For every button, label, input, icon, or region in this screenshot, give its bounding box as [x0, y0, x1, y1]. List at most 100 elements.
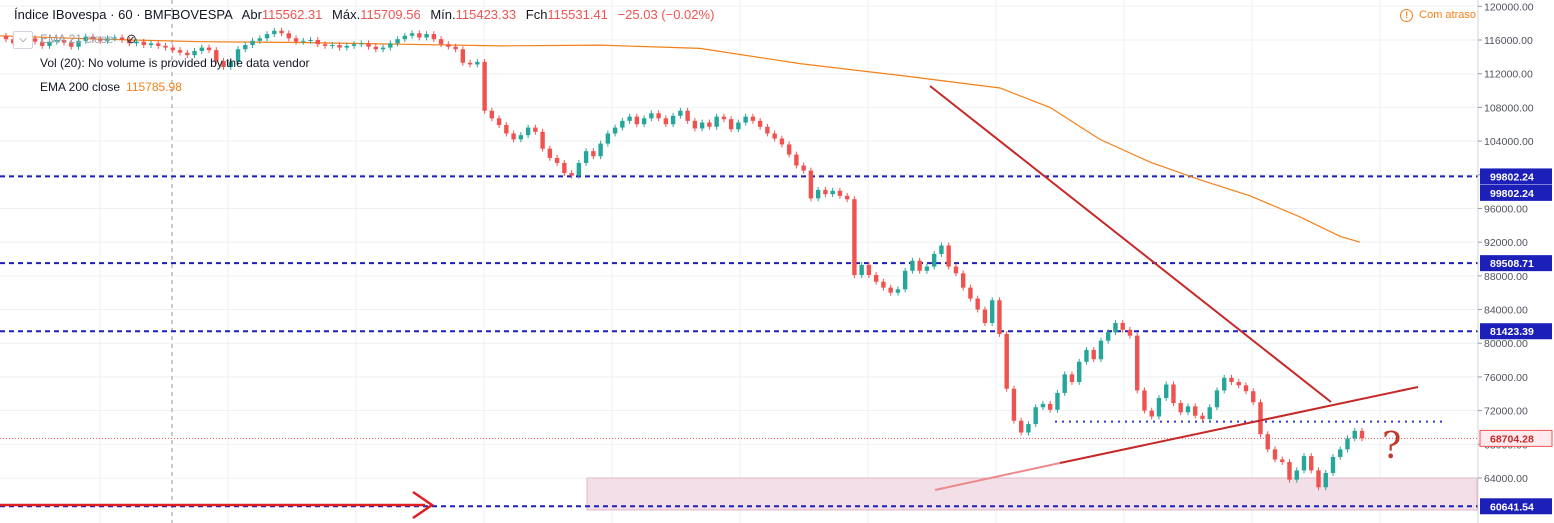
price-label: 81423.39	[1490, 326, 1534, 338]
ema200-line	[0, 35, 1361, 243]
candle-body	[649, 113, 654, 119]
candle-body	[975, 298, 980, 310]
tick-label: 104000.00	[1484, 136, 1534, 148]
candle-body	[583, 151, 589, 163]
ema21-legend[interactable]: EMA 21 close	[40, 32, 114, 46]
candle-body	[1091, 349, 1096, 360]
candle-body	[1330, 456, 1336, 473]
candle-body	[511, 133, 516, 140]
candle-body	[1004, 333, 1009, 389]
candle-body	[322, 44, 328, 46]
candle-body	[1185, 406, 1191, 413]
candle-body	[866, 264, 872, 276]
candle-body	[634, 116, 640, 125]
ema200-value: 115785.98	[126, 80, 182, 94]
candle-body	[330, 45, 335, 47]
ema200-legend[interactable]: EMA 200 close 115785.98	[40, 80, 182, 94]
candle-body	[1178, 403, 1183, 413]
price-label: 60641.54	[1490, 501, 1534, 513]
candle-body	[228, 61, 233, 67]
candle-body	[76, 40, 81, 47]
candle-body	[1229, 377, 1234, 382]
volume-legend[interactable]: Vol (20): No volume is provided by the d…	[40, 56, 310, 70]
candle-body	[844, 195, 850, 200]
candle-body	[656, 113, 661, 119]
candle-body	[279, 30, 284, 34]
candle-body	[1352, 430, 1357, 439]
candle-body	[685, 110, 690, 121]
candle-body	[953, 266, 959, 274]
candle-body	[1309, 456, 1314, 471]
candle-body	[562, 162, 567, 174]
price-label-box	[1480, 255, 1552, 272]
candle-body	[808, 170, 814, 199]
high-label: Máx.	[332, 7, 361, 22]
symbol-name[interactable]: Índice IBovespa	[14, 7, 107, 22]
candle-body	[1222, 377, 1227, 391]
close-value: 115531.41	[547, 7, 608, 22]
candle-body	[1193, 406, 1198, 416]
candle-body	[1098, 340, 1104, 360]
candle-body	[794, 154, 799, 166]
candle-body	[148, 43, 154, 46]
candle-body	[221, 61, 226, 67]
candle-body	[337, 45, 342, 48]
candle-body	[90, 36, 96, 40]
candle-body	[286, 33, 292, 39]
candle-body	[823, 189, 828, 195]
close-label: Fch	[525, 7, 548, 22]
candle-body	[112, 37, 117, 39]
collapse-indicators-button[interactable]: ⌵	[13, 31, 33, 49]
ema200-label: EMA 200 close	[40, 80, 121, 94]
candle-body	[1018, 420, 1024, 433]
delay-status[interactable]: ! Com atraso	[1400, 9, 1476, 22]
candle-body	[982, 309, 988, 324]
candle-body	[40, 41, 45, 46]
tick-label: 108000.00	[1484, 102, 1534, 114]
candle-body	[1214, 390, 1220, 408]
candle-body	[1171, 384, 1176, 404]
candle-body	[540, 131, 545, 149]
candle-body	[170, 47, 175, 51]
downtrend-line	[929, 85, 1332, 403]
candle-body	[504, 125, 509, 134]
candle-body	[1236, 381, 1241, 386]
candle-body	[786, 144, 792, 155]
candle-body	[924, 266, 930, 271]
uptrend-line	[1059, 386, 1419, 464]
candle-body	[467, 62, 473, 65]
candle-body	[1106, 332, 1111, 341]
tick-label: 116000.00	[1484, 35, 1533, 47]
candle-body	[272, 30, 277, 35]
hidden-eye-icon[interactable]: ⊘	[126, 31, 137, 46]
interval[interactable]: 60	[118, 7, 133, 22]
tick-label: 92000.00	[1484, 237, 1528, 249]
support-zone	[586, 477, 1478, 511]
candle-body	[910, 260, 915, 271]
chart-header: Índice IBovespa · 60 · BMFBOVESPA Abr115…	[14, 7, 715, 22]
candle-body	[351, 44, 357, 46]
candle-body	[663, 118, 669, 125]
candle-body	[395, 39, 400, 44]
candle-body	[482, 61, 487, 111]
candle-body	[417, 33, 422, 38]
candle-body	[852, 199, 857, 276]
price-label: 99802.24	[1490, 171, 1534, 183]
candle-body	[678, 110, 683, 116]
candle-body	[185, 52, 190, 56]
price-label-box	[1480, 498, 1552, 515]
candle-body	[772, 133, 777, 139]
candle-body	[598, 143, 603, 157]
candle-body	[1207, 407, 1212, 420]
candle-body	[721, 116, 727, 120]
candle-body	[119, 37, 125, 40]
delay-label: Com atraso	[1419, 9, 1476, 21]
candle-body	[83, 36, 88, 41]
candle-body	[1142, 390, 1147, 411]
candle-body	[134, 41, 139, 44]
price-label-box	[1479, 429, 1553, 447]
tick-label: 88000.00	[1484, 271, 1528, 283]
candle-body	[250, 40, 255, 46]
candle-body	[1055, 392, 1060, 410]
